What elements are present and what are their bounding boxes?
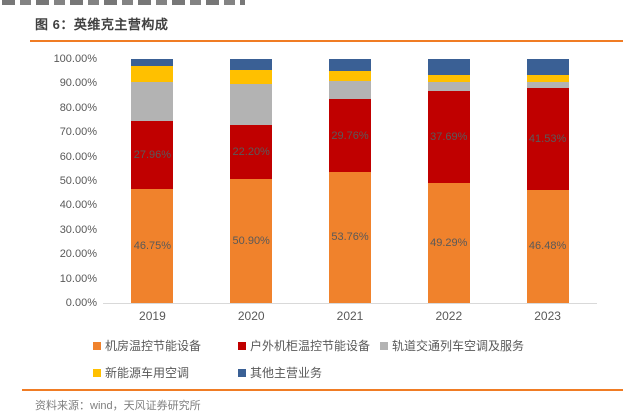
bar-slot-2021: 29.76% 53.76%	[301, 58, 400, 303]
y-tick-label: 30.00%	[59, 223, 97, 236]
bar-segment-2023-series2	[526, 81, 569, 89]
x-tick-label-2020: 2020	[237, 309, 265, 323]
y-axis: 100.00% 90.00% 80.00% 70.00% 60.00% 50.00% 40.…	[30, 53, 97, 309]
legend-label: 其他主营业务	[250, 366, 323, 380]
stacked-bar-2019: 27.96% 46.75%	[131, 59, 174, 303]
legend-marker-icon	[238, 341, 246, 350]
legend-marker-icon	[93, 368, 101, 377]
bar-segment-2022-series2	[427, 82, 470, 91]
bar-segment-2019-series2	[131, 81, 174, 121]
y-tick-label: 0.00%	[65, 297, 97, 309]
legend-item-3: 新能源车用空调	[93, 364, 238, 381]
bar-segment-2021-series2	[328, 81, 371, 100]
legend-marker-icon	[380, 341, 388, 350]
bar-segment-2020-series2	[230, 83, 273, 125]
legend-marker-icon	[238, 368, 246, 377]
bar-segment-2019-series1: 27.96%	[131, 120, 174, 189]
y-tick-label: 20.00%	[59, 248, 97, 261]
bar-segment-2022-series3	[427, 74, 470, 82]
stacked-bar-2022: 37.69% 49.29%	[427, 59, 470, 303]
bar-segment-2019-series3	[131, 66, 174, 82]
data-label: 49.29%	[430, 236, 468, 249]
legend-label: 户外机柜温控节能设备	[250, 339, 371, 353]
chart-legend: 机房温控节能设备 户外机柜温控节能设备 轨道交通列车空调及服务新能源车用空调 其他主营…	[93, 337, 524, 381]
y-tick-label: 60.00%	[59, 150, 97, 163]
legend-label: 轨道交通列车空调及服务	[392, 339, 525, 353]
bar-segment-2023-series1: 41.53%	[526, 88, 569, 190]
plot-area: 27.96% 46.75% 22.20% 50.90% 29.76% 53.76% 37.6…	[103, 58, 597, 304]
y-tick-label: 40.00%	[59, 199, 97, 212]
data-label: 46.48%	[528, 240, 567, 253]
source-note: 资料来源：wind，天风证券研究所	[35, 400, 201, 412]
bar-segment-2022-series0: 49.29%	[427, 182, 470, 303]
bar-segment-2020-series1: 22.20%	[230, 124, 273, 179]
y-tick-label: 70.00%	[59, 126, 97, 139]
footer-divider	[22, 389, 623, 391]
bar-segment-2023-series4	[526, 59, 569, 76]
y-tick-label: 100.00%	[53, 53, 97, 65]
bar-segment-2023-series3	[526, 75, 569, 82]
bar-segment-2021-series0: 53.76%	[328, 171, 371, 303]
legend-label: 机房温控节能设备	[105, 339, 202, 353]
data-label: 22.20%	[232, 145, 270, 158]
legend-item-4: 其他主营业务	[238, 364, 380, 381]
x-tick-label-2022: 2022	[435, 309, 463, 323]
clipped-top-heading	[2, 0, 245, 5]
x-tick-label-2023: 2023	[534, 309, 561, 323]
bar-slot-2020: 22.20% 50.90%	[202, 59, 301, 303]
data-label: 29.76%	[331, 129, 369, 142]
bar-segment-2021-series3	[328, 71, 371, 82]
bar-segment-2022-series4	[427, 59, 470, 75]
stacked-bar-2023: 41.53% 46.48%	[526, 59, 569, 303]
y-tick-label: 80.00%	[59, 101, 97, 114]
legend-marker-icon	[93, 341, 101, 350]
data-label: 46.75%	[133, 239, 172, 252]
data-label: 50.90%	[232, 234, 270, 247]
data-label: 37.69%	[430, 130, 468, 143]
bar-slot-2019: 27.96% 46.75%	[103, 59, 202, 303]
bar-segment-2022-series1: 37.69%	[427, 90, 470, 183]
bar-slot-2022: 37.69% 49.29%	[399, 59, 498, 303]
data-label: 27.96%	[133, 148, 172, 161]
data-label: 53.76%	[331, 231, 369, 244]
bar-segment-2020-series0: 50.90%	[230, 178, 273, 303]
bar-segment-2019-series0: 46.75%	[131, 188, 174, 303]
x-tick-label-2021: 2021	[336, 309, 364, 323]
x-tick-label-2019: 2019	[139, 309, 166, 323]
y-tick-label: 10.00%	[59, 272, 97, 285]
title-divider	[30, 40, 623, 42]
stacked-bar-2020: 22.20% 50.90%	[230, 59, 273, 303]
figure-title: 图 6：英维克主营构成	[35, 17, 169, 32]
bar-segment-2019-series4	[131, 59, 174, 67]
legend-item-0: 机房温控节能设备	[93, 337, 238, 354]
x-axis: 2019 2020 2021 2022 2023	[103, 309, 597, 323]
y-tick-label: 90.00%	[59, 77, 97, 90]
legend-item-1: 户外机柜温控节能设备	[238, 337, 380, 354]
data-label: 41.53%	[528, 132, 567, 145]
y-tick-label: 50.00%	[59, 175, 97, 187]
bar-segment-2020-series4	[230, 59, 273, 71]
bar-segment-2020-series3	[230, 70, 273, 84]
bar-segment-2021-series4	[328, 58, 371, 72]
bar-segment-2023-series0: 46.48%	[526, 189, 569, 303]
bar-slot-2023: 41.53% 46.48%	[498, 59, 597, 303]
stacked-bar-2021: 29.76% 53.76%	[328, 58, 371, 303]
legend-item-2: 轨道交通列车空调及服务	[380, 337, 524, 354]
bar-segment-2021-series1: 29.76%	[328, 99, 371, 172]
legend-label: 新能源车用空调	[105, 366, 190, 380]
